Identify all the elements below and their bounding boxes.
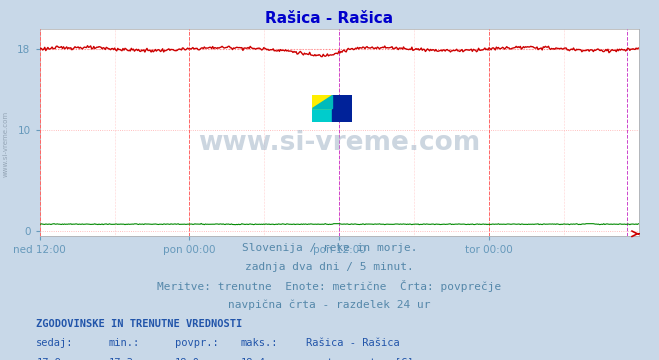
Text: 18,4: 18,4	[241, 358, 266, 360]
Text: maks.:: maks.:	[241, 338, 278, 348]
Polygon shape	[312, 95, 332, 108]
Text: Slovenija / reke in morje.: Slovenija / reke in morje.	[242, 243, 417, 253]
Text: Meritve: trenutne  Enote: metrične  Črta: povprečje: Meritve: trenutne Enote: metrične Črta: …	[158, 280, 501, 292]
Text: povpr.:: povpr.:	[175, 338, 218, 348]
Text: 17,9: 17,9	[36, 358, 61, 360]
Bar	[312, 95, 332, 108]
Text: 17,3: 17,3	[109, 358, 134, 360]
Text: Rašica - Rašica: Rašica - Rašica	[306, 338, 400, 348]
Text: zadnja dva dni / 5 minut.: zadnja dva dni / 5 minut.	[245, 262, 414, 272]
Text: ZGODOVINSKE IN TRENUTNE VREDNOSTI: ZGODOVINSKE IN TRENUTNE VREDNOSTI	[36, 319, 243, 329]
Polygon shape	[312, 95, 332, 108]
Text: navpična črta - razdelek 24 ur: navpična črta - razdelek 24 ur	[228, 299, 431, 310]
Bar	[312, 108, 332, 122]
Text: Rašica - Rašica: Rašica - Rašica	[266, 11, 393, 26]
Bar	[332, 95, 352, 122]
Text: temperatura[C]: temperatura[C]	[326, 358, 414, 360]
Text: 18,0: 18,0	[175, 358, 200, 360]
Text: min.:: min.:	[109, 338, 140, 348]
Text: www.si-vreme.com: www.si-vreme.com	[198, 130, 480, 156]
Text: sedaj:: sedaj:	[36, 338, 74, 348]
Text: www.si-vreme.com: www.si-vreme.com	[2, 111, 9, 177]
